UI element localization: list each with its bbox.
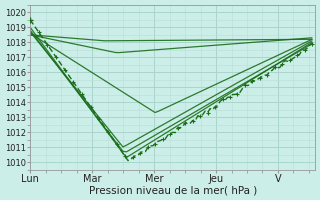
X-axis label: Pression niveau de la mer( hPa ): Pression niveau de la mer( hPa ) [89, 185, 257, 195]
